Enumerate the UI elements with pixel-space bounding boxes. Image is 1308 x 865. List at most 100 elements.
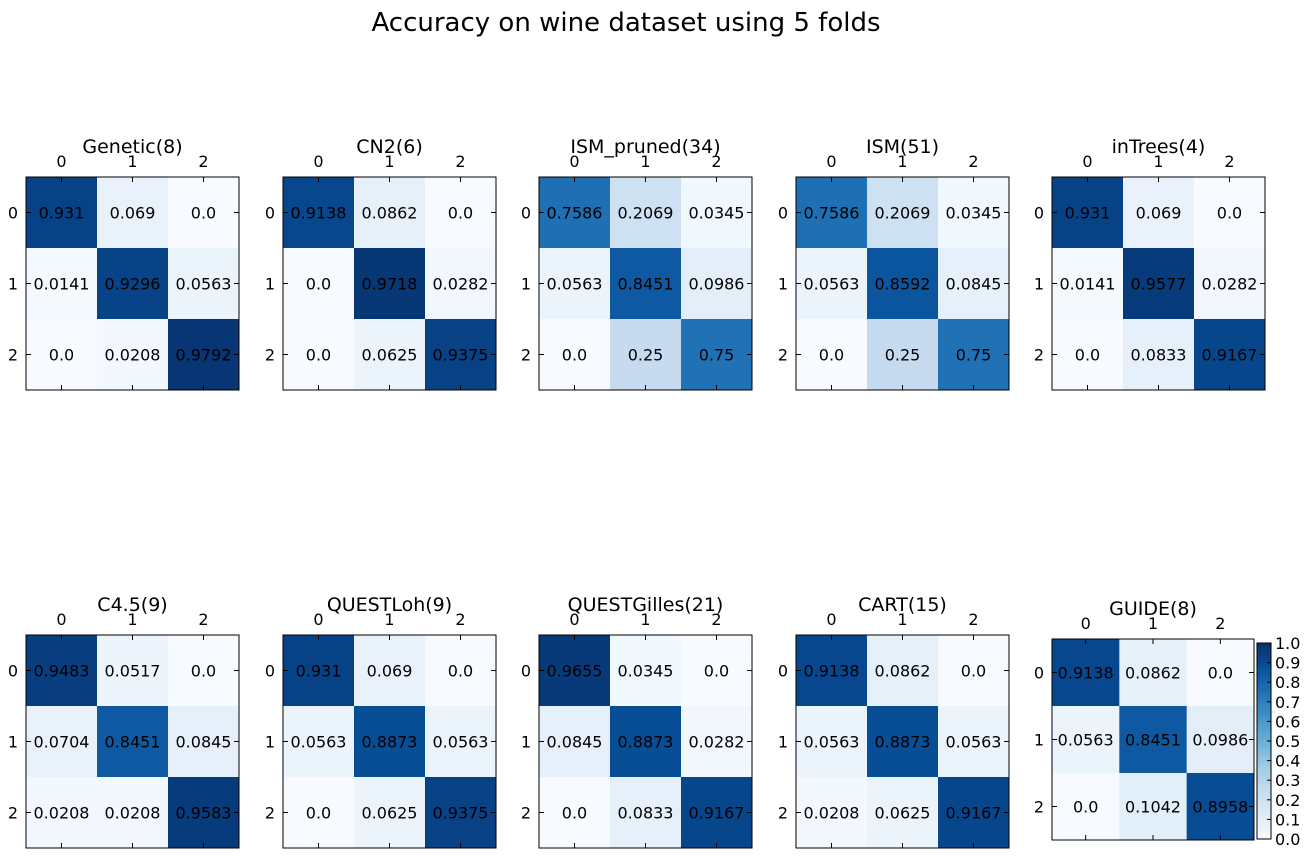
heatmap-cell xyxy=(796,635,868,707)
heatmap-cell xyxy=(354,319,426,391)
heatmap-panel: 0.9138 0.0862 0.0 0.0 0.9718 0.0282 0.0 0.0625 0… xyxy=(265,136,497,391)
cell-value-label: 0.9167 xyxy=(946,804,1002,823)
cell-value-label: 0.9577 xyxy=(1131,275,1187,294)
heatmap-cell xyxy=(1119,639,1188,707)
heatmap-cell xyxy=(867,248,939,320)
cell-value-label: 0.0282 xyxy=(433,275,489,294)
colorbar-tick-label: 0.2 xyxy=(1275,791,1300,810)
heatmap-cell xyxy=(425,777,497,849)
heatmap-cell xyxy=(681,777,753,849)
colorbar-tick-label: 1.0 xyxy=(1275,634,1300,653)
heatmap-panel: 0.9138 0.0862 0.0 0.0563 0.8873 0.0563 0.0208 0… xyxy=(778,594,1010,849)
colorbar-segment xyxy=(1257,659,1271,662)
heatmap-cell xyxy=(283,706,355,778)
heatmap-cell xyxy=(1123,248,1195,320)
colorbar-segment xyxy=(1257,667,1271,670)
colorbar-segment xyxy=(1257,829,1271,832)
colorbar-segment xyxy=(1257,663,1271,666)
cell-value-label: 0.0282 xyxy=(1202,275,1258,294)
cell-value-label: 0.9375 xyxy=(433,346,489,365)
colorbar-segment xyxy=(1257,817,1271,820)
heatmap-cell xyxy=(1052,706,1120,774)
y-tick-label: 0 xyxy=(8,204,18,223)
heatmap-cell xyxy=(539,248,611,320)
heatmap-cell xyxy=(283,319,355,391)
colorbar-segment xyxy=(1257,757,1271,760)
colorbar-tick-label: 0.5 xyxy=(1275,732,1300,751)
cell-value-label: 0.0 xyxy=(819,346,844,365)
y-tick-label: 0 xyxy=(1034,204,1044,223)
heatmap-cell xyxy=(938,177,1010,249)
panel-title: inTrees(4) xyxy=(1112,136,1206,158)
y-tick-label: 2 xyxy=(521,804,531,823)
heatmap-cell xyxy=(1123,319,1195,391)
colorbar-segment xyxy=(1257,657,1271,660)
colorbar-segment xyxy=(1257,711,1271,714)
colorbar-segment xyxy=(1257,759,1271,762)
cell-value-label: 0.069 xyxy=(367,662,413,681)
cell-value-label: 0.75 xyxy=(699,346,735,365)
colorbar-segment xyxy=(1257,769,1271,772)
cell-value-label: 0.0 xyxy=(306,346,331,365)
x-tick-label: 0 xyxy=(56,610,66,629)
cell-value-label: 0.9296 xyxy=(105,275,161,294)
y-tick-label: 1 xyxy=(265,733,275,752)
cell-value-label: 0.0986 xyxy=(689,275,745,294)
y-tick-label: 2 xyxy=(8,346,18,365)
cell-value-label: 0.8451 xyxy=(105,733,161,752)
y-tick-label: 1 xyxy=(778,275,788,294)
x-tick-label: 0 xyxy=(826,152,836,171)
cell-value-label: 0.75 xyxy=(956,346,992,365)
heatmap-cell xyxy=(867,319,939,391)
colorbar-segment xyxy=(1257,739,1271,742)
cell-value-label: 0.2069 xyxy=(618,204,674,223)
colorbar-segment xyxy=(1257,669,1271,672)
heatmap-cell xyxy=(938,319,1010,391)
x-tick-label: 0 xyxy=(313,610,323,629)
y-tick-label: 1 xyxy=(1034,275,1044,294)
heatmap-cell xyxy=(796,177,868,249)
heatmap-cell xyxy=(938,777,1010,849)
colorbar-segment xyxy=(1257,723,1271,726)
y-tick-label: 0 xyxy=(8,662,18,681)
colorbar-segment xyxy=(1257,677,1271,680)
heatmap-cell xyxy=(283,777,355,849)
heatmap-cell xyxy=(867,777,939,849)
cell-value-label: 0.0862 xyxy=(1125,664,1181,683)
heatmap-cell xyxy=(26,177,98,249)
heatmap-cell xyxy=(97,706,169,778)
heatmap-panel: 0.931 0.069 0.0 0.0141 0.9296 0.0563 0.0 0.0208… xyxy=(8,136,240,391)
x-tick-label: 1 xyxy=(127,152,137,171)
cell-value-label: 0.931 xyxy=(1065,204,1111,223)
colorbar-segment xyxy=(1257,689,1271,692)
cell-value-label: 0.9375 xyxy=(433,804,489,823)
colorbar-segment xyxy=(1257,751,1271,754)
heatmap-cell xyxy=(97,319,169,391)
colorbar-segment xyxy=(1257,679,1271,682)
colorbar-tick-label: 0.1 xyxy=(1275,810,1300,829)
colorbar-segment xyxy=(1257,821,1271,824)
cell-value-label: 0.2069 xyxy=(875,204,931,223)
cell-value-label: 0.0 xyxy=(448,204,473,223)
colorbar-segment xyxy=(1257,651,1271,654)
colorbar-segment xyxy=(1257,791,1271,794)
panel-title: QUESTGilles(21) xyxy=(568,594,724,616)
heatmap-cell xyxy=(1052,319,1124,391)
heatmap-cell xyxy=(610,777,682,849)
heatmap-cell xyxy=(168,777,240,849)
colorbar-segment xyxy=(1257,681,1271,684)
heatmap-cell xyxy=(610,248,682,320)
colorbar-segment xyxy=(1257,811,1271,814)
y-tick-label: 2 xyxy=(1034,798,1044,817)
cell-value-label: 0.9138 xyxy=(291,204,347,223)
colorbar-segment xyxy=(1257,747,1271,750)
colorbar-segment xyxy=(1257,767,1271,770)
heatmap-cell xyxy=(1052,177,1124,249)
cell-value-label: 0.0 xyxy=(306,804,331,823)
colorbar-segment xyxy=(1257,665,1271,668)
cell-value-label: 0.9792 xyxy=(176,346,232,365)
heatmap-panel: 0.931 0.069 0.0 0.0141 0.9577 0.0282 0.0 0.0833… xyxy=(1034,136,1266,391)
colorbar-segment xyxy=(1257,697,1271,700)
cell-value-label: 0.0833 xyxy=(1131,346,1187,365)
colorbar-segment xyxy=(1257,703,1271,706)
